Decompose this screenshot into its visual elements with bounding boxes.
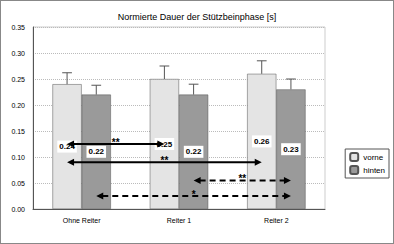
svg-text:0.25: 0.25 <box>157 140 173 149</box>
svg-text:0.20: 0.20 <box>11 102 25 109</box>
svg-text:0.10: 0.10 <box>11 154 25 161</box>
svg-text:vorne: vorne <box>363 153 384 162</box>
svg-text:0.22: 0.22 <box>186 147 202 156</box>
svg-text:**: ** <box>161 155 169 166</box>
svg-text:0.25: 0.25 <box>11 76 25 83</box>
svg-text:hinten: hinten <box>363 166 385 175</box>
svg-text:Ohne Reiter: Ohne Reiter <box>63 217 101 224</box>
svg-text:0.05: 0.05 <box>11 180 25 187</box>
svg-text:0.23: 0.23 <box>283 145 299 154</box>
svg-text:Normierte Dauer der Stützbeinp: Normierte Dauer der Stützbeinphase [s] <box>118 12 277 22</box>
svg-text:Reiter 2: Reiter 2 <box>264 217 289 224</box>
svg-text:0.15: 0.15 <box>11 128 25 135</box>
svg-text:0.22: 0.22 <box>88 147 104 156</box>
svg-text:**: ** <box>112 137 120 148</box>
svg-text:0.30: 0.30 <box>11 50 25 57</box>
svg-text:0.00: 0.00 <box>11 206 25 213</box>
svg-text:Reiter 1: Reiter 1 <box>167 217 192 224</box>
svg-text:0.26: 0.26 <box>254 137 270 146</box>
svg-text:0.24: 0.24 <box>59 142 75 152</box>
svg-text:0.35: 0.35 <box>11 24 25 31</box>
svg-text:**: ** <box>238 173 246 184</box>
svg-text:*: * <box>192 189 196 200</box>
